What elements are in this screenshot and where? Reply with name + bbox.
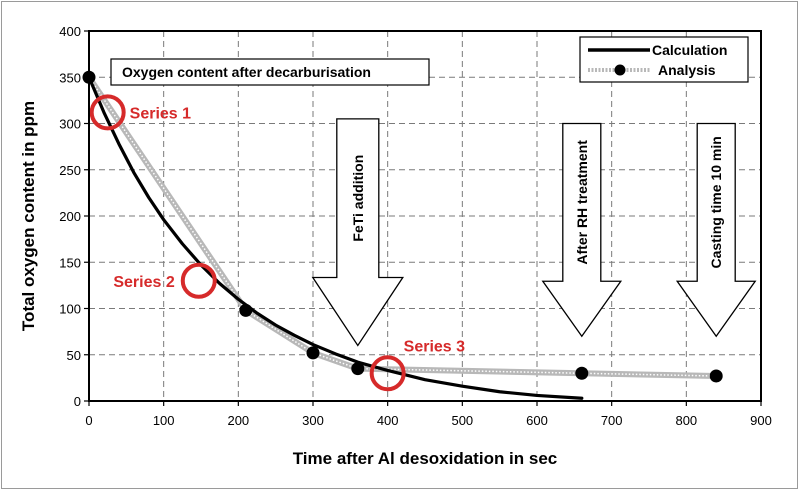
y-tick-label: 300 xyxy=(59,117,81,132)
plot-area-border xyxy=(88,30,762,402)
legend-calculation-label: Calculation xyxy=(652,42,727,58)
event-arrow-label: Casting time 10 min xyxy=(708,136,724,268)
event-arrow-shape xyxy=(311,118,405,347)
y-tick-label: 200 xyxy=(59,209,81,224)
y-tick-label: 50 xyxy=(67,348,81,363)
series-highlight-circle xyxy=(89,94,126,131)
analysis-line-band xyxy=(86,75,717,380)
series-label: Series 2 xyxy=(113,274,174,291)
y-tick-label: 100 xyxy=(59,302,81,317)
event-arrow-shape xyxy=(541,122,623,338)
x-tick-label: 900 xyxy=(750,413,772,428)
x-tick-label: 500 xyxy=(451,413,473,428)
x-axis-label: Time after Al desoxidation in sec xyxy=(293,449,558,468)
analysis-point xyxy=(351,362,365,376)
y-tick-label: 0 xyxy=(74,394,81,409)
y-tick-label: 150 xyxy=(59,255,81,270)
x-tick-label: 700 xyxy=(601,413,623,428)
y-tick-label: 250 xyxy=(59,163,81,178)
x-tick-label: 300 xyxy=(302,413,324,428)
calculation-line xyxy=(87,75,584,400)
y-tick-label: 350 xyxy=(59,70,81,85)
series-label: Series 1 xyxy=(130,105,191,122)
legend-analysis-marker xyxy=(614,64,626,76)
x-tick-label: 200 xyxy=(227,413,249,428)
analysis-point xyxy=(575,366,589,380)
x-tick-label: 100 xyxy=(153,413,175,428)
series-highlight-circle xyxy=(180,262,217,299)
title-box: Oxygen content after decarburisation xyxy=(110,58,430,86)
title-box-text: Oxygen content after decarburisation xyxy=(122,64,371,80)
x-tick-label: 800 xyxy=(675,413,697,428)
y-tick-label: 400 xyxy=(59,24,81,39)
event-arrows: FeTi addition After RH treatment Casting t… xyxy=(311,118,757,347)
x-tick-label: 400 xyxy=(377,413,399,428)
event-arrow-label: After RH treatment xyxy=(574,140,590,265)
x-tick-label: 600 xyxy=(526,413,548,428)
analysis-point xyxy=(709,369,723,383)
series-highlights: Series 1 Series 2 Series 3 xyxy=(89,94,465,392)
event-arrow-label: FeTi addition xyxy=(350,155,366,242)
legend: Calculation Analysis xyxy=(579,36,749,83)
calculation-series xyxy=(87,75,584,400)
series-label: Series 3 xyxy=(404,338,465,355)
event-arrow-shape xyxy=(675,122,757,338)
analysis-point xyxy=(306,346,320,360)
tick-labels: 0 100 200 300 400 500 600 700 800 900 0 50 100 150 200… xyxy=(59,24,772,428)
legend-analysis-label: Analysis xyxy=(658,62,716,78)
x-tick-label: 0 xyxy=(85,413,92,428)
y-axis-label: Total oxygen content in ppm xyxy=(19,101,38,331)
series-highlight-circle xyxy=(369,355,406,392)
